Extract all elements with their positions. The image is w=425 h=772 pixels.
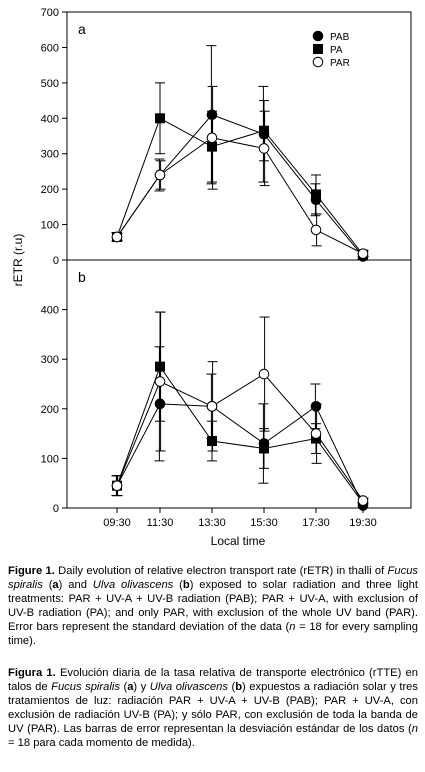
caption-es-label: Figura 1. bbox=[8, 667, 56, 679]
data-point-par bbox=[258, 368, 270, 380]
legend-label-pa: PA bbox=[330, 45, 343, 56]
caption-spanish: Figura 1. Evolución diaria de la tasa re… bbox=[8, 667, 418, 750]
series-line-pa bbox=[116, 365, 364, 504]
panel-letter: a bbox=[78, 21, 86, 37]
legend-marker-par bbox=[312, 56, 324, 68]
caption-es-text-4: ( bbox=[227, 680, 236, 693]
legend-marker-pab bbox=[312, 30, 324, 42]
y-tick-label: 100 bbox=[41, 220, 59, 232]
data-point-par bbox=[111, 231, 123, 243]
data-point-pab bbox=[206, 109, 218, 121]
series-line-par bbox=[116, 373, 364, 501]
x-tick-label: 11:30 bbox=[147, 517, 174, 529]
caption-en-text-2: ( bbox=[42, 578, 53, 591]
y-tick-label: 100 bbox=[41, 453, 59, 465]
x-tick-label: 17:30 bbox=[302, 517, 330, 529]
y-tick-label: 200 bbox=[41, 404, 59, 416]
legend-label-pab: PAB bbox=[330, 32, 350, 43]
x-tick-label: 19:30 bbox=[349, 517, 377, 529]
x-tick-label: 15:30 bbox=[250, 517, 278, 529]
caption-en-text-3: ) and bbox=[58, 578, 93, 591]
data-point-par bbox=[310, 224, 322, 236]
data-point-pa bbox=[155, 361, 165, 372]
caption-en-label: Figure 1. bbox=[8, 565, 55, 577]
caption-es-panel-a: a bbox=[127, 680, 134, 693]
series-line-pab bbox=[116, 403, 364, 506]
caption-en-panel-a: a bbox=[52, 578, 59, 591]
data-point-pa bbox=[207, 436, 217, 447]
caption-es-text-3: ) y bbox=[133, 680, 150, 693]
x-tick-label: 09:30 bbox=[103, 517, 131, 529]
caption-en-species-1: Fucus spiralis bbox=[8, 565, 419, 591]
data-point-pa bbox=[311, 189, 321, 200]
chart-figure: 0 100 200 300 400 500 600 700 a PAB PA PAR 0 100 200 3… bbox=[11, 7, 412, 548]
legend-marker-pa bbox=[313, 44, 323, 54]
y-tick-label: 200 bbox=[41, 184, 59, 196]
data-point-par bbox=[154, 169, 166, 181]
panel-a: 0 100 200 300 400 500 600 700 a PAB PA PAR bbox=[41, 7, 412, 267]
y-tick-label: 0 bbox=[53, 503, 59, 515]
plot-frame bbox=[66, 11, 412, 261]
caption-en-panel-b: b bbox=[182, 578, 190, 591]
caption-es-text-6: = 18 para cada momento de medida). bbox=[8, 736, 195, 749]
y-tick-label: 300 bbox=[41, 354, 59, 366]
caption-es-text-5: ) expuestos a radiación solar y tres tra… bbox=[8, 680, 418, 735]
y-tick-label: 400 bbox=[41, 305, 59, 317]
y-tick-label: 700 bbox=[41, 7, 59, 19]
caption-english: Figure 1. Daily evolution of relative el… bbox=[8, 565, 418, 648]
caption-en-text-1: Daily evolution of relative electron tra… bbox=[54, 565, 388, 577]
caption-es-text-2: ( bbox=[119, 680, 128, 693]
y-axis-label: rETR (r.u) bbox=[11, 234, 25, 287]
data-point-par bbox=[357, 495, 369, 506]
caption-es-n: n bbox=[411, 722, 418, 735]
data-point-par bbox=[111, 480, 123, 491]
caption-es-species-2: Ulva olivascens bbox=[149, 680, 228, 693]
data-point-pa bbox=[207, 141, 217, 152]
y-tick-label: 300 bbox=[41, 149, 59, 161]
y-tick-label: 500 bbox=[41, 78, 59, 90]
caption-en-text-5: ) exposed to solar radiation and three l… bbox=[8, 578, 418, 633]
data-point-par bbox=[258, 143, 270, 154]
caption-en-text-4: ( bbox=[173, 578, 183, 591]
caption-en-text-6: = 18 for every sampling time). bbox=[8, 620, 418, 647]
caption-en-species-2: Ulva olivascens bbox=[92, 578, 174, 591]
plot-frame bbox=[66, 259, 412, 509]
y-tick-label: 0 bbox=[53, 255, 59, 267]
series-line-pa bbox=[116, 117, 364, 255]
data-point-par bbox=[206, 401, 218, 412]
legend-label-par: PAR bbox=[330, 58, 350, 69]
data-point-par bbox=[310, 428, 322, 439]
x-tick-label: 13:30 bbox=[198, 517, 226, 529]
panel-b: 0 100 200 300 400 09:30 11:30 13:30 15:30 17:30 19… bbox=[41, 259, 412, 529]
y-tick-label: 400 bbox=[41, 113, 59, 125]
data-point-pa bbox=[155, 113, 165, 124]
series-line-par bbox=[116, 137, 364, 255]
y-tick-label: 600 bbox=[41, 42, 59, 54]
caption-es-panel-b: b bbox=[235, 680, 243, 693]
panel-letter: b bbox=[78, 269, 86, 285]
caption-es-species-1: Fucus spiralis bbox=[51, 680, 120, 693]
data-point-pab bbox=[154, 398, 166, 410]
data-point-par bbox=[357, 248, 369, 259]
data-point-par bbox=[154, 376, 166, 387]
data-point-par bbox=[206, 132, 218, 144]
data-point-pab bbox=[310, 401, 322, 412]
data-point-pa bbox=[259, 443, 269, 454]
caption-en-n: n bbox=[289, 620, 296, 633]
caption-es-text-1: Evolución diaria de la tasa relativa de … bbox=[8, 667, 418, 693]
x-axis-label: Local time bbox=[211, 534, 266, 548]
data-point-pa bbox=[259, 125, 269, 136]
